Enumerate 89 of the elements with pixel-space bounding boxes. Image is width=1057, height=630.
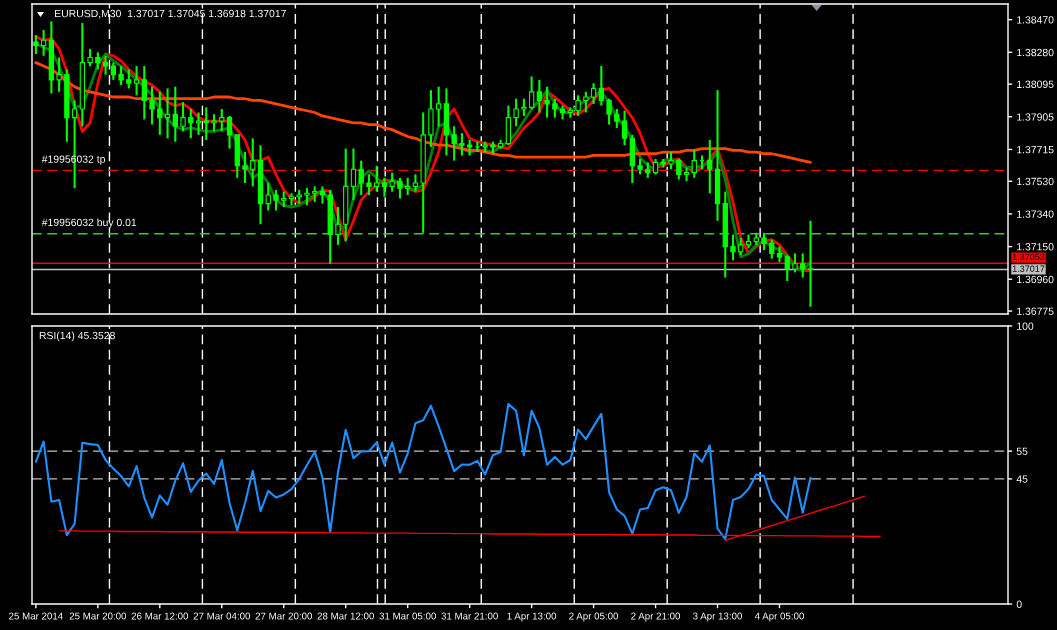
x-tick-label: 25 Mar 2014 xyxy=(9,612,63,620)
candlestick xyxy=(242,150,248,185)
candlestick xyxy=(528,75,535,111)
candlestick xyxy=(676,157,682,181)
candlestick xyxy=(56,56,62,93)
candlestick xyxy=(118,65,124,87)
candlestick xyxy=(133,65,140,97)
y-tick-label: 1.37150 xyxy=(1017,243,1054,251)
y-tick-label: 0 xyxy=(1016,600,1022,608)
x-tick-label: 27 Mar 04:00 xyxy=(193,612,251,620)
candlestick xyxy=(102,54,109,76)
y-tick-label: 100 xyxy=(1017,322,1034,330)
candlestick xyxy=(141,65,147,121)
candlestick xyxy=(544,85,550,119)
y-tick-label: 45 xyxy=(1016,475,1028,483)
candlestick xyxy=(621,109,628,147)
line-series xyxy=(34,403,812,540)
candlestick xyxy=(40,28,47,57)
candlestick xyxy=(226,114,233,150)
candlestick xyxy=(157,90,163,136)
y-tick-label: 1.36775 xyxy=(1017,307,1054,315)
candlestick xyxy=(792,252,798,274)
candlestick xyxy=(436,85,442,128)
y-tick-label: 1.37340 xyxy=(1017,210,1054,218)
candlestick xyxy=(707,138,713,195)
y-tick-label: 1.37530 xyxy=(1017,177,1054,186)
candlestick xyxy=(552,97,558,119)
y-tick-label: 1.38280 xyxy=(1017,48,1054,57)
candlestick xyxy=(598,65,604,107)
candlestick xyxy=(149,85,155,126)
candlestick xyxy=(459,132,465,157)
candlestick xyxy=(614,108,620,129)
x-tick-label: 25 Mar 20:00 xyxy=(69,612,127,620)
candlestick xyxy=(730,233,736,262)
x-tick-label: 4 Apr 05:00 xyxy=(754,612,804,622)
ref-line-label: #19956032 buy 0.01 xyxy=(41,218,137,229)
candlestick xyxy=(451,125,457,162)
candlestick xyxy=(381,176,388,198)
x-tick-label: 26 Mar 12:00 xyxy=(131,612,189,620)
y-tick-label: 1.38095 xyxy=(1017,80,1054,88)
candlestick xyxy=(776,245,783,264)
candlestick xyxy=(807,219,814,308)
chart-title: RSI(14) 45.3528 xyxy=(39,331,115,342)
candlestick xyxy=(172,85,178,143)
candlestick xyxy=(33,34,39,56)
candlestick xyxy=(513,97,519,128)
candlestick xyxy=(203,106,209,142)
candlestick xyxy=(575,94,581,117)
x-tick-label: 1 Apr 13:00 xyxy=(507,612,557,622)
candlestick xyxy=(683,166,690,183)
candlestick xyxy=(126,68,132,90)
y-tick-label: 1.37715 xyxy=(1017,145,1054,154)
candlestick xyxy=(180,101,186,133)
candlestick xyxy=(350,147,357,202)
ref-line-label: 1.37017 xyxy=(1012,265,1045,272)
candlestick xyxy=(536,78,543,114)
candlestick xyxy=(590,82,597,105)
candlestick xyxy=(335,206,341,246)
candlestick xyxy=(219,108,225,133)
candlestick xyxy=(397,176,403,200)
candlestick xyxy=(606,97,612,126)
candlestick xyxy=(769,238,775,260)
ref-line-label: 1.37053 xyxy=(1012,253,1045,261)
candlestick xyxy=(358,159,364,197)
candlestick xyxy=(265,181,271,212)
candlestick xyxy=(389,171,395,193)
y-tick-label: 55 xyxy=(1016,447,1028,455)
x-tick-label: 31 Mar 21:00 xyxy=(441,612,498,620)
candlestick xyxy=(691,149,697,179)
candlestick xyxy=(250,137,256,188)
chart-title: EURUSD,M30 1.37017 1.37045 1.36918 1.37017 xyxy=(55,9,286,19)
candlestick xyxy=(784,254,790,283)
x-tick-label: 2 Apr 05:00 xyxy=(569,612,619,622)
candlestick xyxy=(366,173,372,197)
candlestick xyxy=(800,252,806,279)
y-tick-label: 1.36960 xyxy=(1017,275,1054,284)
x-tick-label: 2 Apr 21:00 xyxy=(631,612,681,622)
x-tick-label: 3 Apr 13:00 xyxy=(693,612,743,622)
y-tick-label: 1.38470 xyxy=(1017,16,1054,24)
candlestick xyxy=(319,185,326,205)
candlestick xyxy=(583,90,589,114)
candlestick xyxy=(288,192,295,207)
x-tick-label: 28 Mar 12:00 xyxy=(317,612,374,620)
y-tick-label: 1.37905 xyxy=(1017,113,1054,121)
x-tick-label: 27 Mar 20:00 xyxy=(255,612,313,620)
candlestick xyxy=(188,108,194,140)
x-tick-label: 31 Mar 05:00 xyxy=(379,612,436,620)
candlestick xyxy=(273,188,279,212)
candlestick xyxy=(195,111,202,136)
